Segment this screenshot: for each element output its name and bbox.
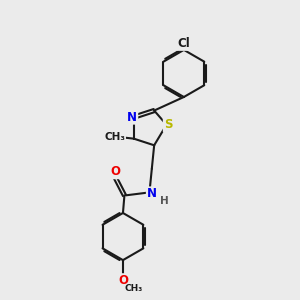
Text: O: O: [118, 274, 128, 287]
Text: O: O: [110, 165, 120, 178]
Text: H: H: [160, 196, 169, 206]
Text: N: N: [127, 111, 137, 124]
Text: CH₃: CH₃: [104, 132, 125, 142]
Text: Cl: Cl: [178, 37, 190, 50]
Text: CH₃: CH₃: [124, 284, 142, 292]
Text: N: N: [147, 188, 157, 200]
Text: S: S: [164, 118, 172, 131]
